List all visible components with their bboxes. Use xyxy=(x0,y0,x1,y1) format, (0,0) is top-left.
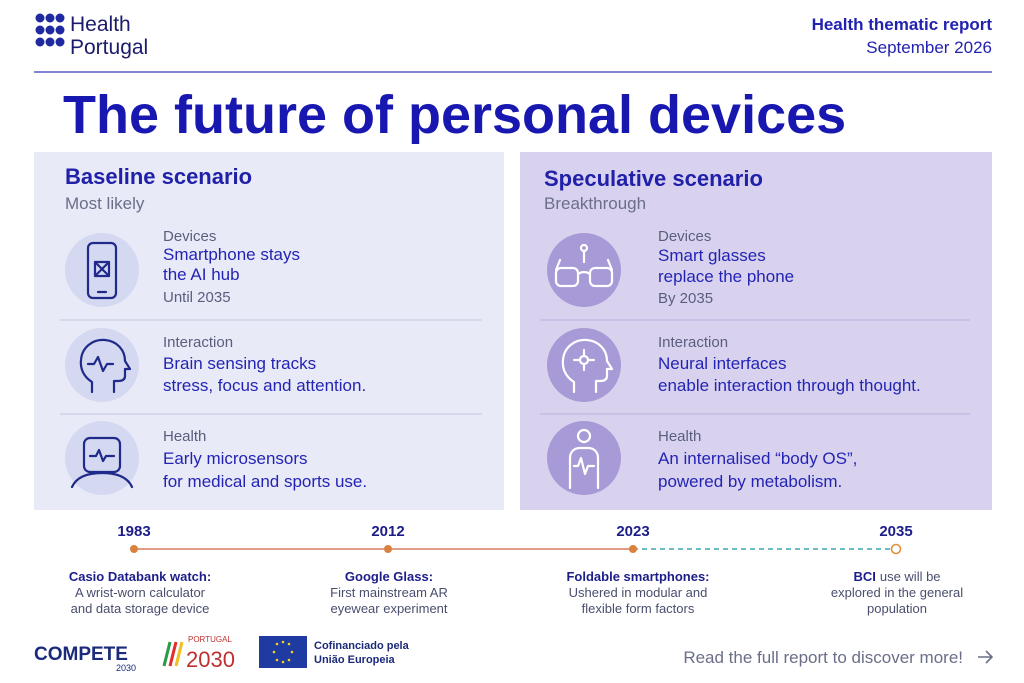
event-text: Ushered in modular and xyxy=(569,585,708,600)
portugal-logo: 2030 xyxy=(186,647,235,672)
year: 1983 xyxy=(117,523,150,540)
item-text: stress, focus and attention. xyxy=(163,376,366,395)
eu-text: União Europeia xyxy=(314,654,396,666)
year: 2012 xyxy=(371,523,404,540)
eu-text: Cofinanciado pela xyxy=(314,640,410,652)
event-heading: BCI xyxy=(853,569,875,584)
event-heading: Casio Databank watch: xyxy=(69,569,211,584)
event-text: flexible form factors xyxy=(582,601,695,616)
logo-mark xyxy=(35,13,65,47)
item-note: By 2035 xyxy=(658,290,713,307)
item-text: the AI hub xyxy=(163,265,240,284)
item-text: for medical and sports use. xyxy=(163,472,367,491)
item-text: replace the phone xyxy=(658,267,794,286)
report-title: Health thematic report xyxy=(812,15,993,34)
event-heading-line: BCI use will be xyxy=(853,569,940,584)
portugal-logo-mark xyxy=(162,641,184,667)
year: 2023 xyxy=(616,523,649,540)
panel-subtitle: Most likely xyxy=(65,194,145,213)
timeline-dot xyxy=(384,545,392,553)
item-label: Health xyxy=(658,428,701,445)
compete-logo: COMPETE xyxy=(34,644,128,665)
item-text: Smartphone stays xyxy=(163,245,300,264)
brand: Health xyxy=(70,13,131,36)
cta-arrow[interactable] xyxy=(978,650,994,664)
timeline-dot xyxy=(130,545,138,553)
item-text: enable interaction through thought. xyxy=(658,376,921,395)
cta[interactable]: Read the full report to discover more! xyxy=(683,648,963,667)
item-label: Devices xyxy=(163,228,216,245)
event-heading: Foldable smartphones: xyxy=(566,569,709,584)
item-label: Interaction xyxy=(658,334,728,351)
item-label: Devices xyxy=(658,228,711,245)
eu-stars xyxy=(272,640,294,664)
neural-icon xyxy=(561,338,614,394)
panel-title: Speculative scenario xyxy=(544,166,763,191)
item-note: Until 2035 xyxy=(163,289,231,306)
phone-icon xyxy=(86,241,118,300)
timeline-dot xyxy=(629,545,637,553)
event-text: A wrist-worn calculator xyxy=(75,585,206,600)
event-text: eyewear experiment xyxy=(330,601,447,616)
item-text: Neural interfaces xyxy=(658,354,787,373)
item-text: Smart glasses xyxy=(658,246,766,265)
event-text: First mainstream AR xyxy=(330,585,448,600)
glasses-icon xyxy=(554,243,614,288)
brand: Portugal xyxy=(70,36,148,59)
report-date: September 2026 xyxy=(866,38,992,57)
event-text: explored in the general xyxy=(831,585,963,600)
item-label: Interaction xyxy=(163,334,233,351)
monitor-icon xyxy=(70,436,134,489)
year: 2035 xyxy=(879,523,912,540)
event-heading: Google Glass: xyxy=(345,569,433,584)
panel-title: Baseline scenario xyxy=(65,164,252,189)
item-label: Health xyxy=(163,428,206,445)
event-text: and data storage device xyxy=(71,601,210,616)
event-text: population xyxy=(867,601,927,616)
event-text: use will be xyxy=(880,569,941,584)
body-icon xyxy=(568,428,600,490)
panel-subtitle: Breakthrough xyxy=(544,194,646,213)
page-title: The future of personal devices xyxy=(63,85,846,145)
icon-bg xyxy=(547,421,621,495)
compete-logo: 2030 xyxy=(116,663,136,673)
portugal-logo: PORTUGAL xyxy=(188,635,232,644)
item-text: Early microsensors xyxy=(163,449,308,468)
item-text: Brain sensing tracks xyxy=(163,354,316,373)
timeline-dot xyxy=(890,543,902,555)
item-text: powered by metabolism. xyxy=(658,472,842,491)
head-icon xyxy=(79,338,132,394)
icon-bg xyxy=(547,233,621,307)
item-text: An internalised “body OS”, xyxy=(658,449,857,468)
